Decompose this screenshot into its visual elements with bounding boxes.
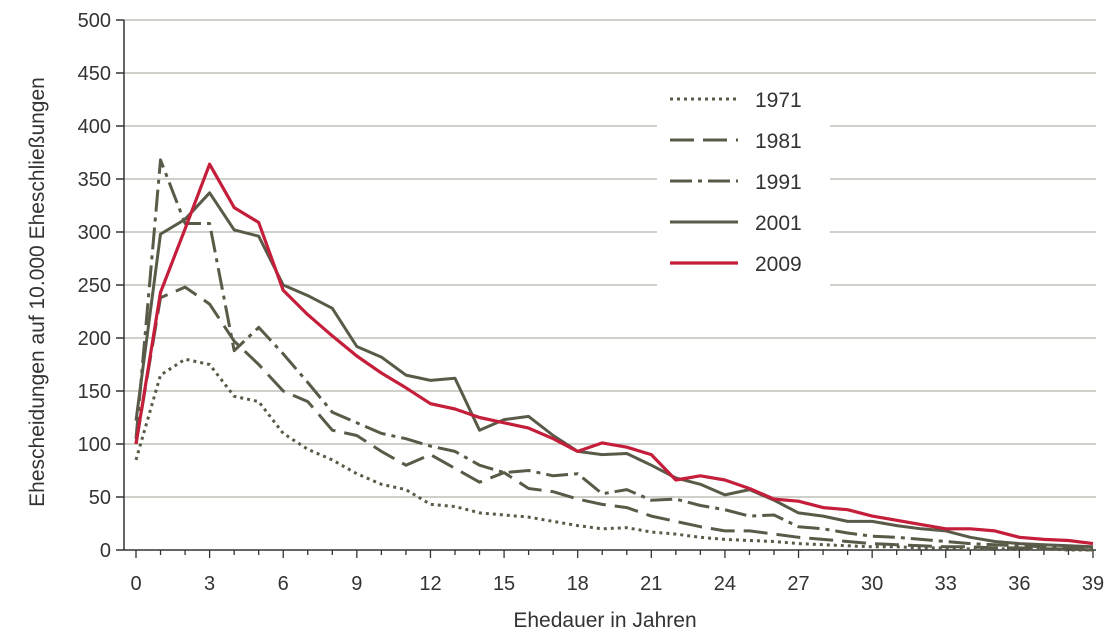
x-tick-label: 18 — [567, 573, 589, 595]
x-tick-label: 33 — [935, 573, 957, 595]
y-tick-label: 50 — [89, 487, 111, 509]
x-tick-label: 12 — [419, 573, 441, 595]
legend-label-2009: 2009 — [755, 253, 802, 276]
x-tick-labels: 0 3 6 9 12 15 18 21 24 27 30 33 36 39 — [130, 573, 1104, 595]
x-tick-label: 27 — [787, 573, 809, 595]
x-axis-title: Ehedauer in Jahren — [513, 609, 696, 632]
x-tick-label: 36 — [1008, 573, 1030, 595]
series-line-2009 — [134, 162, 1094, 546]
legend-label-2001: 2001 — [755, 212, 802, 235]
y-tick-label: 350 — [78, 169, 111, 191]
legend-label-1981: 1981 — [755, 130, 802, 153]
x-tick-label: 3 — [204, 573, 215, 595]
legend-label-1991: 1991 — [755, 171, 802, 194]
y-tick-label: 100 — [78, 434, 111, 456]
y-tick-label: 200 — [78, 328, 111, 350]
axes — [116, 19, 1096, 558]
x-tick-label: 6 — [278, 573, 289, 595]
y-axis-title: Ehescheidungen auf 10.000 Eheschließunge… — [26, 77, 49, 507]
series-lines — [134, 158, 1094, 552]
y-tick-label: 500 — [78, 10, 111, 32]
y-tick-label: 0 — [100, 540, 111, 562]
x-tick-label: 30 — [861, 573, 883, 595]
y-tick-label: 150 — [78, 381, 111, 403]
x-tick-label: 39 — [1082, 573, 1104, 595]
y-tick-labels: 0 50 100 150 200 250 300 350 400 450 500 — [78, 10, 111, 562]
x-tick-label: 0 — [130, 573, 141, 595]
x-tick-label: 21 — [640, 573, 662, 595]
series-line-2001 — [134, 191, 1094, 549]
legend: 1971 1981 1991 2001 2009 — [670, 89, 802, 276]
y-tick-label: 250 — [78, 275, 111, 297]
x-tick-label: 15 — [493, 573, 515, 595]
grid-lines — [124, 19, 1096, 498]
series-line-1981 — [134, 285, 1094, 552]
x-tick-label: 9 — [351, 573, 362, 595]
series-line-1991 — [134, 158, 1094, 551]
legend-label-1971: 1971 — [755, 89, 802, 112]
y-tick-label: 400 — [78, 116, 111, 138]
x-tick-label: 24 — [714, 573, 736, 595]
y-tick-label: 450 — [78, 63, 111, 85]
series-line-1971 — [134, 357, 1093, 552]
y-tick-label: 300 — [78, 222, 111, 244]
